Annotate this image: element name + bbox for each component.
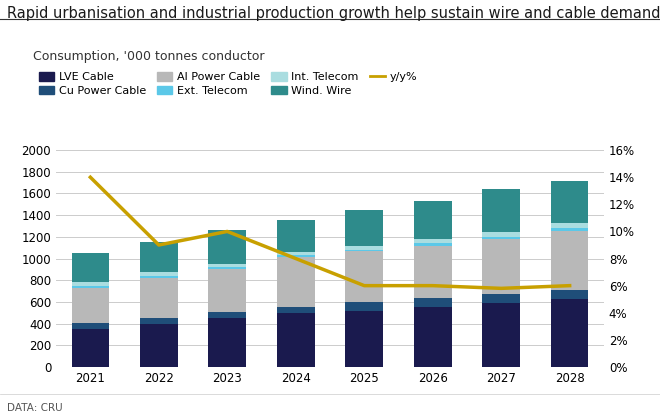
Bar — [551, 228, 589, 231]
Bar — [209, 230, 246, 264]
Line: y/y%: y/y% — [90, 177, 570, 289]
Bar — [277, 313, 315, 367]
Bar — [140, 242, 178, 271]
Bar — [551, 231, 589, 290]
Bar — [209, 267, 246, 269]
Bar — [414, 244, 451, 246]
y/y% — [223, 229, 231, 234]
Bar — [482, 303, 520, 367]
Text: Consumption, '000 tonnes conductor: Consumption, '000 tonnes conductor — [33, 50, 265, 63]
Text: DATA: CRU: DATA: CRU — [7, 403, 62, 413]
Bar — [140, 278, 178, 318]
Bar — [345, 311, 383, 367]
Bar — [277, 220, 315, 252]
y/y% — [429, 283, 437, 288]
Bar — [209, 269, 246, 312]
Bar — [345, 249, 383, 251]
Bar — [414, 201, 451, 239]
y/y% — [86, 175, 94, 180]
Bar — [551, 290, 589, 299]
y/y% — [360, 283, 368, 288]
Bar — [140, 271, 178, 276]
Bar — [551, 181, 589, 224]
Bar — [345, 251, 383, 302]
Bar — [414, 298, 451, 307]
y/y% — [566, 283, 574, 288]
Bar — [482, 236, 520, 239]
Bar — [277, 257, 315, 307]
Bar — [209, 312, 246, 318]
Bar — [140, 276, 178, 278]
Bar — [551, 299, 589, 367]
Bar — [551, 224, 589, 228]
Bar — [209, 264, 246, 267]
Bar — [71, 286, 109, 288]
Bar — [277, 252, 315, 255]
Bar — [140, 318, 178, 324]
Bar — [140, 324, 178, 367]
Bar — [345, 302, 383, 311]
Bar — [414, 239, 451, 244]
Bar — [414, 246, 451, 298]
Bar — [414, 307, 451, 367]
Bar — [209, 318, 246, 367]
Legend: LVE Cable, Cu Power Cable, Al Power Cable, Ext. Telecom, Int. Telecom, Wind. Wir: LVE Cable, Cu Power Cable, Al Power Cabl… — [38, 72, 417, 96]
Bar — [277, 307, 315, 313]
Bar — [345, 246, 383, 249]
Bar — [71, 322, 109, 329]
Bar — [71, 329, 109, 367]
y/y% — [155, 243, 163, 248]
Bar — [482, 189, 520, 232]
Bar — [345, 210, 383, 246]
Bar — [482, 239, 520, 294]
Bar — [71, 288, 109, 322]
y/y% — [292, 256, 300, 261]
y/y% — [497, 286, 505, 291]
Bar — [71, 253, 109, 282]
Bar — [277, 255, 315, 257]
Bar — [482, 294, 520, 303]
Text: Rapid urbanisation and industrial production growth help sustain wire and cable : Rapid urbanisation and industrial produc… — [7, 6, 660, 21]
Bar — [482, 232, 520, 236]
Bar — [71, 282, 109, 286]
